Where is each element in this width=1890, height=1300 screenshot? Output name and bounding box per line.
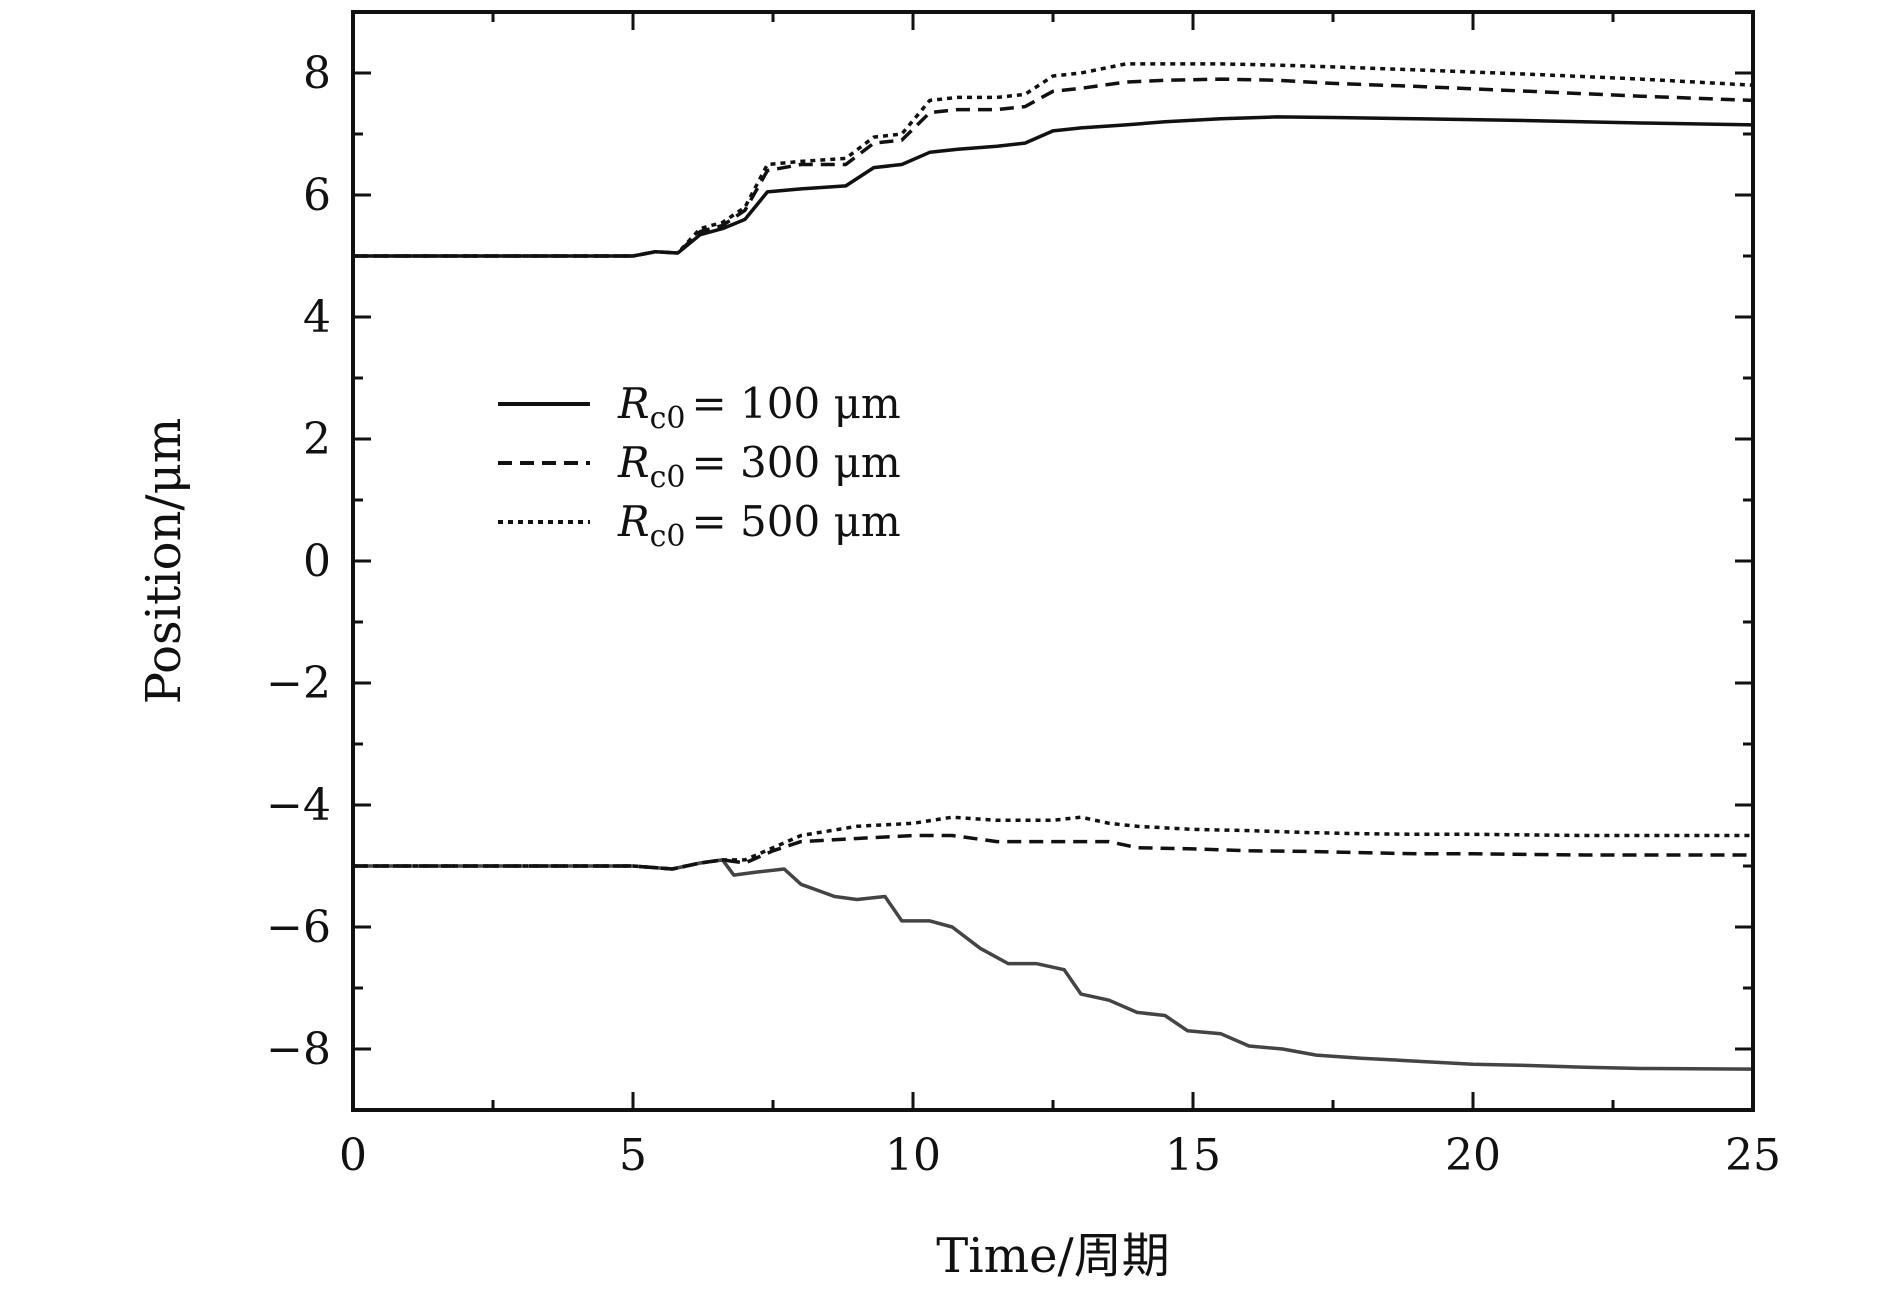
- legend-label-300: Rc0 = 300 μm: [617, 438, 901, 495]
- y-tick-label: 4: [303, 292, 331, 343]
- series-line-1: [353, 77, 1754, 258]
- legend: Rc0 = 100 μm Rc0 = 300 μm Rc0 = 500 μm: [498, 379, 901, 554]
- y-tick-label: 0: [303, 536, 331, 587]
- series-line-0: [353, 115, 1754, 258]
- series-line-3: [353, 858, 1754, 1071]
- series-line-2: [353, 62, 1754, 258]
- y-tick-label: −6: [266, 902, 331, 953]
- y-tick-label: 2: [303, 414, 331, 465]
- series-layer: [353, 62, 1754, 1071]
- legend-label-500: Rc0 = 500 μm: [617, 497, 901, 554]
- x-axis-label: Time/周期: [936, 1228, 1169, 1284]
- legend-label-100: Rc0 = 100 μm: [617, 379, 901, 436]
- x-tick-label: 5: [619, 1130, 647, 1181]
- tick-layer: 0 5 10 15 20 25 −8 −6 −4 −2 0 2 4 6 8: [266, 10, 1781, 1181]
- y-tick-label: −8: [266, 1024, 331, 1075]
- y-tick-label: 8: [303, 48, 331, 99]
- x-tick-label: 10: [885, 1130, 941, 1181]
- x-tick-label: 0: [339, 1130, 367, 1181]
- x-tick-label: 20: [1445, 1130, 1501, 1181]
- y-axis-label: Position/μm: [136, 418, 192, 705]
- series-line-4: [353, 833, 1753, 871]
- x-tick-label: 25: [1725, 1130, 1781, 1181]
- y-tick-label: 6: [303, 170, 331, 221]
- y-tick-label: −2: [266, 658, 331, 709]
- y-tick-label: −4: [266, 780, 331, 831]
- plot-frame: [351, 10, 1755, 1112]
- x-tick-label: 15: [1165, 1130, 1221, 1181]
